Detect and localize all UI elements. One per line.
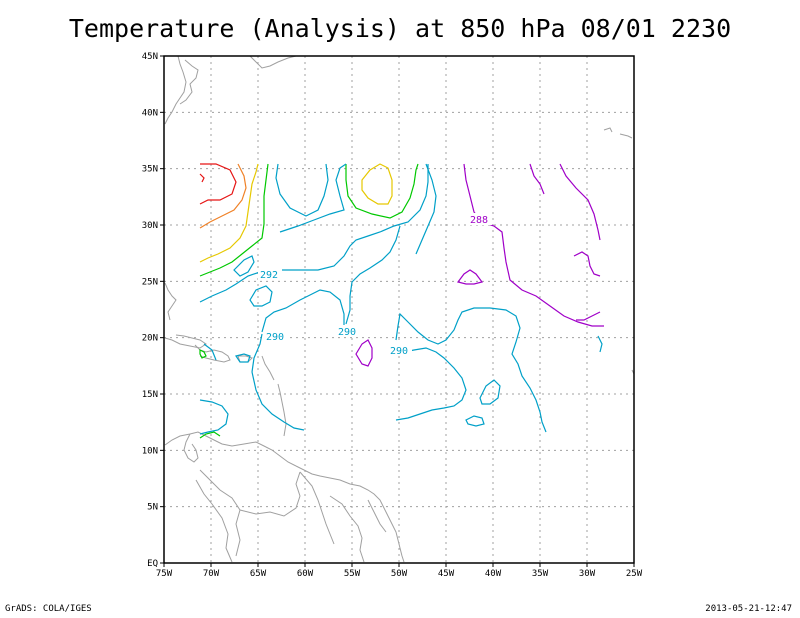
y-tick-label: 45N — [142, 52, 158, 62]
y-tick-label: 30N — [142, 221, 158, 231]
contour-292 — [199, 164, 429, 303]
grid-lines — [164, 56, 634, 563]
footer-credit: GrADS: COLA/IGES — [5, 604, 92, 614]
contour-lines — [199, 163, 604, 439]
x-tick-label: 40W — [485, 569, 502, 579]
contour-label: 288 — [470, 215, 488, 226]
y-tick-label: 25N — [142, 277, 158, 287]
x-tick-label: 70W — [203, 569, 220, 579]
x-tick-label: 55W — [344, 569, 361, 579]
y-axis-labels: EQ 5N 10N 15N 20N 25N 30N 35N 40N 45N — [142, 52, 158, 569]
contour-label: 290 — [266, 332, 284, 343]
x-tick-label: 75W — [156, 569, 173, 579]
x-tick-label: 60W — [297, 569, 314, 579]
x-tick-label: 45W — [438, 569, 455, 579]
x-axis-labels: 75W 70W 65W 60W 55W 50W 45W 40W 35W 30W 25W — [156, 569, 643, 579]
axis-ticks — [160, 55, 635, 567]
footer-timestamp: 2013-05-21-12:47 — [705, 604, 792, 614]
y-tick-label: EQ — [147, 559, 158, 569]
contour-294 — [199, 163, 269, 277]
y-tick-label: 10N — [142, 446, 158, 456]
map-title: Temperature (Analysis) at 850 hPa 08/01 … — [68, 14, 732, 43]
x-tick-label: 65W — [250, 569, 267, 579]
contour-300 — [199, 163, 237, 205]
y-tick-label: 15N — [142, 390, 158, 400]
y-tick-label: 5N — [147, 503, 158, 513]
contour-label: 290 — [390, 346, 408, 357]
contour-298 — [199, 163, 247, 229]
x-tick-label: 50W — [391, 569, 408, 579]
x-tick-label: 30W — [579, 569, 596, 579]
contour-288 — [463, 163, 604, 327]
coastlines — [164, 55, 635, 563]
x-tick-label: 35W — [532, 569, 549, 579]
contour-label: 292 — [260, 270, 278, 281]
contour-label-group: 288 292 290 290 290 — [258, 213, 492, 357]
y-tick-label: 20N — [142, 334, 158, 344]
y-tick-label: 35N — [142, 165, 158, 175]
x-tick-label: 25W — [626, 569, 643, 579]
contour-296 — [199, 163, 259, 263]
contour-label: 290 — [338, 327, 356, 338]
y-tick-label: 40N — [142, 108, 158, 118]
